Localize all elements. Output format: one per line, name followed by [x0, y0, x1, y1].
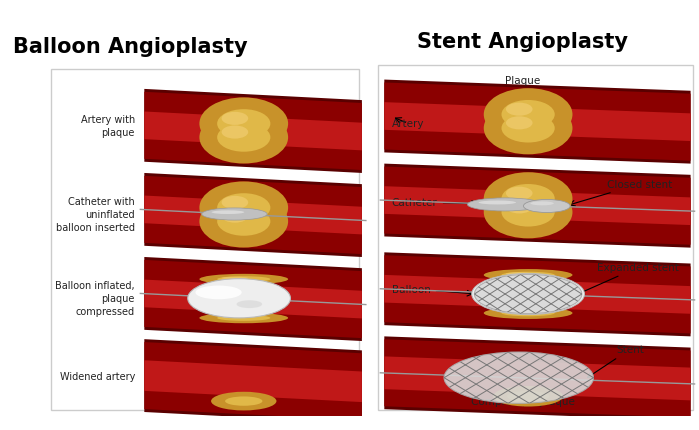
Polygon shape	[144, 196, 362, 235]
Ellipse shape	[199, 313, 288, 323]
Ellipse shape	[501, 198, 555, 227]
Polygon shape	[144, 342, 362, 420]
Ellipse shape	[212, 211, 244, 215]
Ellipse shape	[501, 101, 555, 129]
Ellipse shape	[236, 301, 262, 308]
Ellipse shape	[484, 307, 572, 319]
Ellipse shape	[501, 272, 555, 279]
Ellipse shape	[506, 103, 533, 117]
Polygon shape	[384, 337, 691, 421]
Ellipse shape	[501, 184, 555, 213]
Ellipse shape	[444, 352, 593, 403]
Ellipse shape	[484, 270, 572, 281]
Polygon shape	[144, 174, 362, 258]
Bar	[51, 70, 359, 410]
Ellipse shape	[199, 182, 288, 234]
Polygon shape	[384, 80, 691, 164]
Polygon shape	[144, 112, 362, 151]
Ellipse shape	[472, 274, 584, 315]
Text: Closed stent: Closed stent	[569, 180, 672, 206]
Ellipse shape	[222, 210, 248, 223]
Ellipse shape	[479, 201, 516, 205]
Text: Widened artery: Widened artery	[59, 371, 135, 381]
Ellipse shape	[217, 123, 271, 152]
Polygon shape	[144, 360, 362, 402]
Text: Artery with
plaque: Artery with plaque	[80, 115, 135, 138]
Text: Balloon: Balloon	[391, 284, 473, 296]
Ellipse shape	[506, 187, 533, 200]
Ellipse shape	[487, 280, 531, 294]
Ellipse shape	[501, 114, 555, 143]
Polygon shape	[144, 258, 362, 341]
Ellipse shape	[211, 392, 276, 411]
Polygon shape	[384, 187, 691, 226]
Polygon shape	[144, 92, 362, 171]
Text: Stent Angioplasty: Stent Angioplasty	[417, 32, 628, 52]
Text: Catheter with
uninflated
balloon inserted: Catheter with uninflated balloon inserte…	[56, 197, 135, 232]
Ellipse shape	[196, 286, 242, 300]
Polygon shape	[384, 164, 691, 248]
Ellipse shape	[222, 316, 248, 319]
Ellipse shape	[493, 386, 563, 407]
Polygon shape	[384, 275, 691, 314]
Ellipse shape	[531, 202, 554, 206]
Ellipse shape	[199, 98, 288, 150]
Ellipse shape	[484, 89, 572, 141]
Text: Plaque: Plaque	[505, 76, 540, 100]
Ellipse shape	[217, 276, 271, 283]
Ellipse shape	[225, 396, 262, 406]
Ellipse shape	[217, 194, 271, 223]
Ellipse shape	[199, 112, 288, 164]
Ellipse shape	[188, 279, 291, 318]
Polygon shape	[384, 356, 691, 400]
Ellipse shape	[222, 197, 248, 209]
Polygon shape	[144, 339, 362, 423]
Polygon shape	[384, 103, 691, 142]
Text: Balloon inflated,
plaque
compressed: Balloon inflated, plaque compressed	[55, 281, 135, 316]
Ellipse shape	[217, 315, 271, 321]
Text: Catheter: Catheter	[391, 197, 477, 207]
Text: Compressed plaque: Compressed plaque	[470, 396, 575, 406]
Ellipse shape	[484, 173, 572, 225]
Text: Expanded stent: Expanded stent	[579, 263, 679, 295]
Polygon shape	[144, 280, 362, 319]
Polygon shape	[144, 176, 362, 255]
Text: Artery: Artery	[391, 118, 424, 129]
Ellipse shape	[202, 209, 267, 221]
Bar	[377, 65, 693, 410]
Text: Stent: Stent	[587, 344, 644, 378]
Ellipse shape	[199, 196, 288, 248]
Ellipse shape	[475, 275, 582, 314]
Polygon shape	[384, 83, 691, 161]
Ellipse shape	[222, 126, 248, 139]
Ellipse shape	[507, 391, 549, 402]
Ellipse shape	[217, 207, 271, 236]
Ellipse shape	[506, 310, 533, 313]
Polygon shape	[384, 167, 691, 245]
Ellipse shape	[501, 310, 555, 316]
Polygon shape	[144, 90, 362, 174]
Ellipse shape	[468, 198, 542, 212]
Polygon shape	[144, 260, 362, 338]
Ellipse shape	[222, 277, 248, 280]
Ellipse shape	[199, 274, 288, 285]
Polygon shape	[384, 253, 691, 337]
Ellipse shape	[217, 110, 271, 139]
Ellipse shape	[484, 103, 572, 155]
Ellipse shape	[484, 187, 572, 239]
Polygon shape	[384, 340, 691, 418]
Polygon shape	[384, 256, 691, 334]
Ellipse shape	[524, 200, 570, 213]
Ellipse shape	[506, 201, 533, 214]
Ellipse shape	[222, 113, 248, 126]
Ellipse shape	[506, 273, 533, 276]
Ellipse shape	[506, 117, 533, 130]
Text: Balloon Angioplasty: Balloon Angioplasty	[13, 37, 247, 57]
